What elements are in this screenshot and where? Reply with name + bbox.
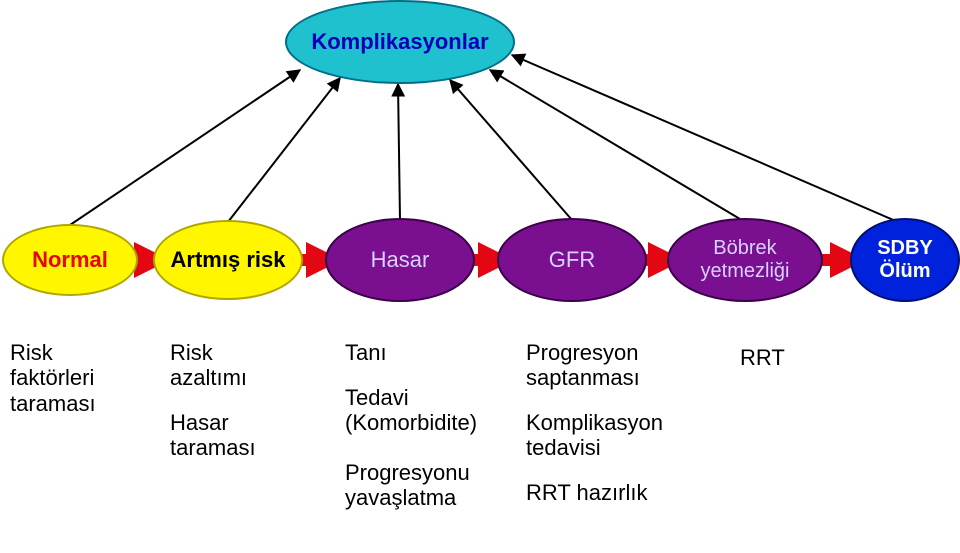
- stage-label-hasar: Hasar: [371, 247, 430, 272]
- stage-risk: Artmış risk: [153, 220, 303, 300]
- stage-bobrek: Böbrek yetmezliği: [667, 218, 823, 302]
- note-n3c: Progresyonu yavaşlatma: [345, 460, 470, 511]
- stage-gfr: GFR: [497, 218, 647, 302]
- stage-label-normal: Normal: [32, 247, 108, 272]
- note-n3b: Tedavi (Komorbidite): [345, 385, 477, 436]
- stage-normal: Normal: [2, 224, 138, 296]
- diagram-stage: Komplikasyonlar Normal Artmış risk Hasar GF…: [0, 0, 960, 553]
- note-n2b: Hasar taraması: [170, 410, 256, 461]
- stage-label-risk: Artmış risk: [171, 247, 286, 272]
- note-n2: Risk azaltımı: [170, 340, 247, 391]
- note-n4b: Komplikasyon tedavisi: [526, 410, 663, 461]
- top-ellipse-komplikasyonlar: Komplikasyonlar: [285, 0, 515, 84]
- note-n4c: RRT hazırlık: [526, 480, 647, 505]
- note-n4: Progresyon saptanması: [526, 340, 640, 391]
- top-ellipse-label: Komplikasyonlar: [311, 29, 488, 54]
- note-n3: Tanı: [345, 340, 387, 365]
- stage-label-sdby: SDBY Ölüm: [877, 237, 933, 283]
- note-n1: Risk faktörleri taraması: [10, 340, 96, 416]
- stage-sdby: SDBY Ölüm: [850, 218, 960, 302]
- stage-label-bobrek: Böbrek yetmezliği: [701, 237, 790, 283]
- note-n5: RRT: [740, 345, 785, 370]
- stage-hasar: Hasar: [325, 218, 475, 302]
- stage-label-gfr: GFR: [549, 247, 595, 272]
